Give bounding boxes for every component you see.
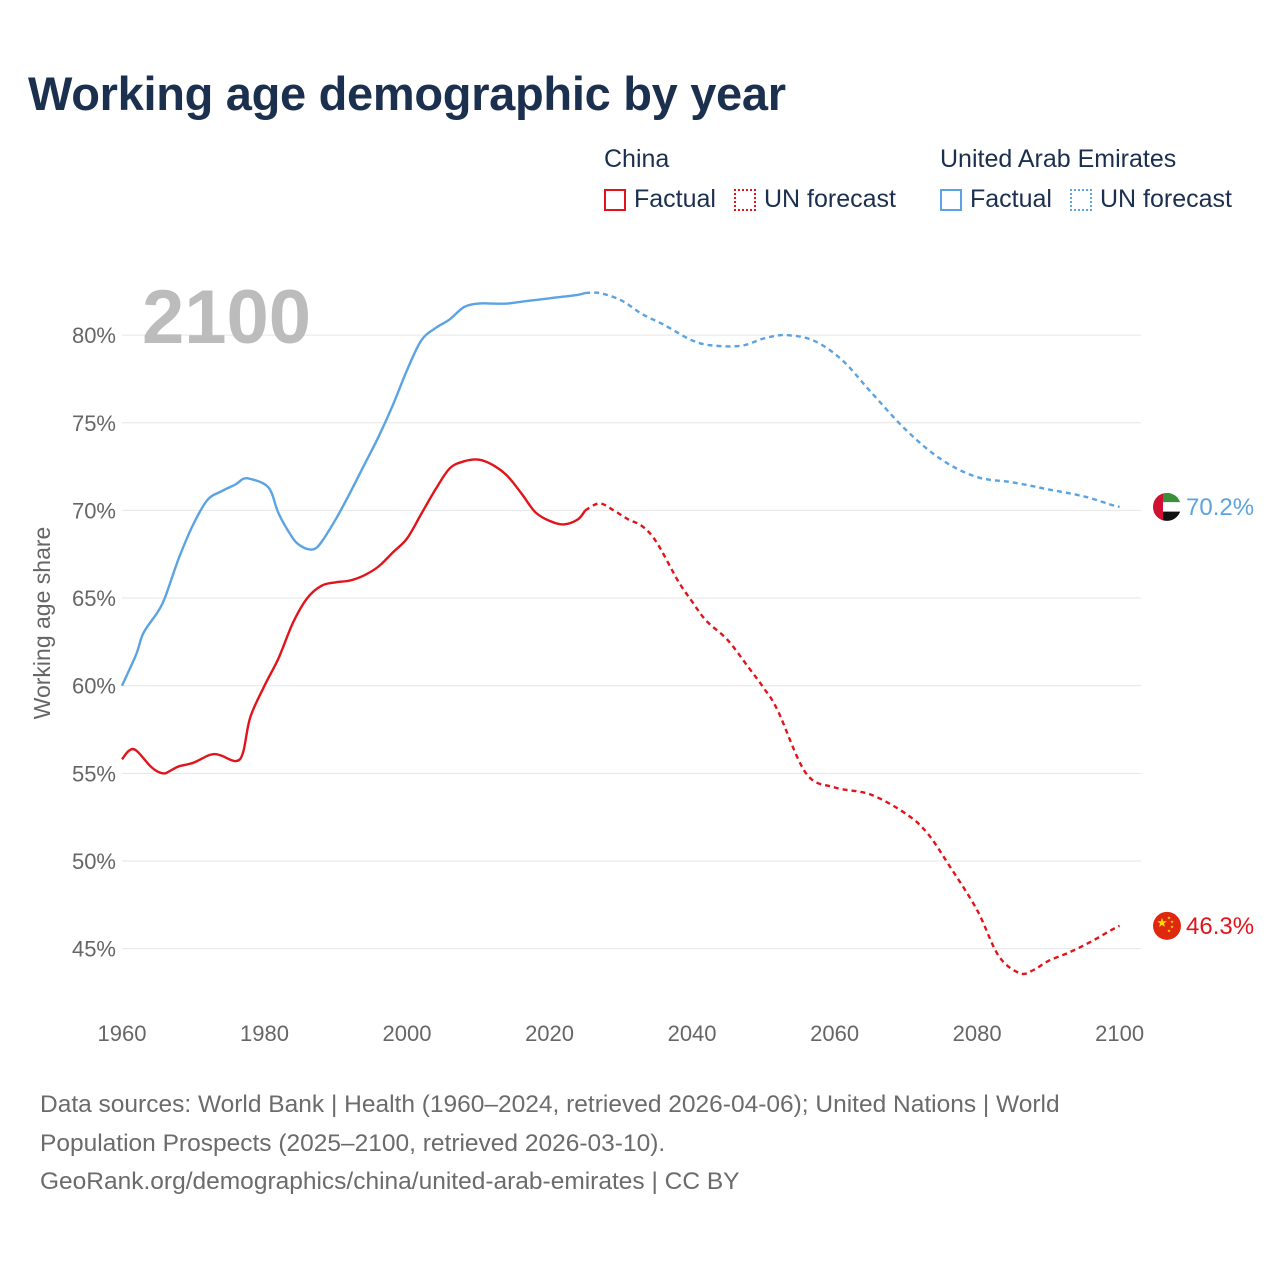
legend-item-uae-factual[interactable]: Factual — [940, 185, 1052, 214]
legend-group-china: China Factual UN forecast — [604, 143, 896, 214]
legend-swatch-dotted — [733, 188, 756, 211]
legend-label: UN forecast — [763, 185, 896, 213]
y-tick-label: 70% — [72, 498, 116, 523]
sources-link[interactable]: GeoRank.org/demographics/china/united-ar… — [40, 1168, 740, 1195]
x-tick-label: 1980 — [240, 1021, 289, 1046]
current-year-label: 2100 — [142, 275, 311, 360]
legend-group-uae: United Arab Emirates Factual UN forecast — [940, 143, 1232, 214]
y-tick-label: 45% — [72, 937, 116, 962]
series-line-united-arab-emirates-forecast[interactable] — [585, 291, 1120, 509]
legend-swatch-solid — [604, 188, 626, 211]
x-tick-label: 1960 — [98, 1021, 147, 1046]
legend-swatch-dotted — [1069, 188, 1092, 211]
legend-group-name: United Arab Emirates — [940, 145, 1177, 173]
y-tick-label: 55% — [72, 761, 116, 786]
legend-group-name: China — [604, 145, 670, 173]
series-line-china-forecast[interactable] — [584, 502, 1121, 976]
legend-item-uae-forecast[interactable]: UN forecast — [1069, 185, 1232, 214]
y-tick-label: 50% — [72, 849, 116, 874]
legend-swatch-solid — [940, 188, 962, 211]
y-tick-label: 75% — [72, 411, 116, 436]
x-tick-label: 2040 — [668, 1021, 717, 1046]
legend-label: Factual — [970, 185, 1052, 213]
end-value-label: 70.2% — [1186, 494, 1254, 521]
x-tick-label: 2000 — [383, 1021, 432, 1046]
y-axis-label: Working age share — [29, 527, 55, 720]
x-tick-label: 2020 — [525, 1021, 574, 1046]
china-flag-icon — [1153, 911, 1181, 940]
sources-line-1: Data sources: World Bank | Health (1960–… — [40, 1091, 1060, 1118]
end-value-label: 46.3% — [1186, 913, 1254, 940]
line-chart: 2100 45% 50% 55% 60% 65% 70% 75% 80% 1960 1980 200… — [29, 275, 1254, 1046]
legend-label: UN forecast — [1099, 185, 1232, 213]
sources-line-2: Population Prospects (2025–2100, retriev… — [40, 1129, 666, 1157]
uae-flag-icon — [1153, 492, 1181, 521]
x-tick-label: 2080 — [953, 1021, 1002, 1046]
legend-item-china-forecast[interactable]: UN forecast — [733, 185, 896, 214]
legend-item-china-factual[interactable]: Factual — [604, 185, 716, 214]
x-tick-label: 2060 — [810, 1021, 859, 1046]
data-sources: Data sources: World Bank | Health (1960–… — [40, 1086, 1240, 1202]
series-line-united-arab-emirates-factual[interactable] — [120, 291, 586, 687]
y-tick-label: 80% — [72, 323, 116, 348]
y-tick-label: 60% — [72, 674, 116, 699]
legend-label: Factual — [634, 185, 716, 213]
x-tick-label: 2100 — [1095, 1021, 1144, 1046]
y-tick-label: 65% — [72, 586, 116, 611]
series-line-china-factual[interactable] — [121, 458, 587, 775]
chart-title: Working age demographic by year — [28, 67, 786, 120]
